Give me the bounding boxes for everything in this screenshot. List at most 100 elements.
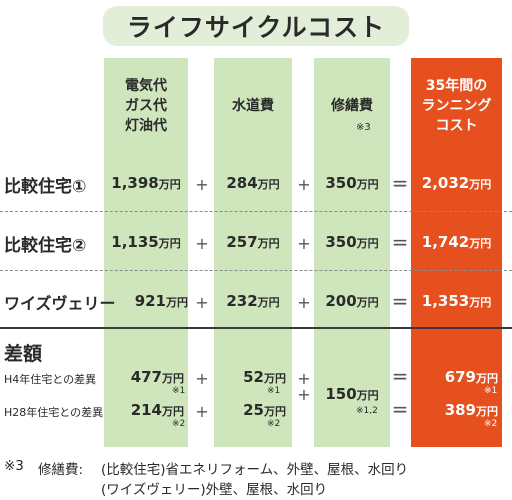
row3-total-value: 1,353万円 (411, 292, 502, 310)
value-unit: 万円 (476, 372, 498, 385)
value-number: 200 (325, 292, 357, 310)
plus-sign: + (195, 369, 209, 388)
value-number: 1,353 (421, 292, 470, 310)
footnote-label: 修繕費: (38, 462, 84, 478)
value-number: 257 (226, 233, 258, 251)
footnote-line2: (ワイズヴェリー)外壁、屋根、水回り (101, 482, 328, 498)
equals-sign: = (391, 230, 409, 254)
value-number: 477 (130, 368, 162, 386)
value-number: 150 (325, 385, 357, 403)
value-number: 214 (130, 401, 162, 419)
header-energy-line3: 灯油代 (125, 118, 167, 134)
row1-repair-value: 350万円 (314, 174, 390, 192)
value-number: 1,398 (111, 174, 159, 192)
diff-sublabel-h28: H28年住宅との差異 (4, 406, 104, 419)
diff-energy-h28-note: ※2 (172, 419, 186, 429)
header-total-line2: ランニング (421, 98, 492, 114)
row-label-comparison-2: 比較住宅② (4, 236, 87, 256)
row2-total-value: 1,742万円 (411, 233, 502, 251)
footnote-line1: (比較住宅)省エネリフォーム、外壁、屋根、水回り (101, 462, 409, 478)
value-unit: 万円 (257, 237, 280, 250)
header-total: 35年間の ランニング コスト (411, 58, 502, 154)
plus-sign: + (297, 175, 311, 194)
diff-repair-note: ※1,2 (356, 406, 378, 416)
plus-sign: + (297, 369, 311, 388)
row3-water-value: 232万円 (214, 292, 292, 310)
plus-sign: + (297, 293, 311, 312)
diff-energy-h4-note: ※1 (172, 386, 186, 396)
header-water-label: 水道費 (232, 98, 274, 114)
equals-sign: = (391, 364, 409, 388)
diff-sublabel-h4: H4年住宅との差異 (4, 373, 97, 386)
diff-total-h28-note: ※2 (484, 419, 498, 429)
diff-energy-h28-value: 214万円 (104, 401, 184, 419)
value-number: 1,742 (421, 233, 470, 251)
value-unit: 万円 (264, 372, 286, 385)
value-number: 389 (444, 401, 476, 419)
value-unit: 万円 (162, 372, 184, 385)
water-column-bg (214, 58, 292, 447)
diff-label: 差額 (4, 343, 43, 365)
value-unit: 万円 (469, 237, 492, 250)
value-number: 350 (325, 174, 357, 192)
value-number: 52 (243, 368, 264, 386)
plus-sign: + (297, 385, 311, 404)
row-separator (0, 211, 512, 212)
value-number: 232 (226, 292, 258, 310)
row3-energy-value: 921万円 (104, 292, 188, 310)
diff-water-h4-value: 52万円 (214, 368, 286, 386)
plus-sign: + (195, 234, 209, 253)
value-unit: 万円 (469, 296, 492, 309)
equals-sign: = (391, 171, 409, 195)
value-number: 2,032 (421, 174, 470, 192)
value-unit: 万円 (469, 178, 492, 191)
plus-sign: + (195, 175, 209, 194)
diff-repair-value: 150万円 (314, 385, 390, 403)
value-unit: 万円 (158, 178, 181, 191)
value-unit: 万円 (257, 178, 280, 191)
header-energy: 電気代 ガス代 灯油代 (104, 58, 188, 154)
header-total-line3: コスト (435, 118, 478, 134)
value-number: 284 (226, 174, 258, 192)
row2-water-value: 257万円 (214, 233, 292, 251)
value-unit: 万円 (162, 405, 184, 418)
header-energy-line2: ガス代 (125, 98, 167, 114)
row1-energy-value: 1,398万円 (104, 174, 188, 192)
footnote-mark: ※3 (4, 458, 24, 474)
value-unit: 万円 (166, 296, 188, 309)
row2-repair-value: 350万円 (314, 233, 390, 251)
value-unit: 万円 (356, 178, 379, 191)
value-unit: 万円 (356, 237, 379, 250)
value-number: 350 (325, 233, 357, 251)
row-label-comparison-1: 比較住宅① (4, 177, 87, 197)
row1-water-value: 284万円 (214, 174, 292, 192)
value-number: 921 (134, 292, 166, 310)
diff-total-h4-value: 679万円 (411, 368, 498, 386)
plus-sign: + (195, 402, 209, 421)
row1-total-value: 2,032万円 (411, 174, 502, 192)
value-unit: 万円 (158, 237, 181, 250)
row-separator (0, 270, 512, 271)
header-repair-note: ※3 (356, 122, 371, 133)
value-unit: 万円 (356, 389, 379, 402)
diff-water-h28-note: ※2 (267, 419, 281, 429)
diff-separator (0, 327, 512, 329)
row-label-ysvery: ワイズヴェリー (4, 294, 116, 313)
repair-column-bg (314, 58, 390, 447)
value-number: 25 (243, 401, 264, 419)
header-total-line1: 35年間の (425, 78, 488, 94)
header-water: 水道費 (214, 58, 292, 154)
value-unit: 万円 (264, 405, 286, 418)
diff-energy-h4-value: 477万円 (104, 368, 184, 386)
value-number: 679 (444, 368, 476, 386)
equals-sign: = (391, 289, 409, 313)
value-number: 1,135 (111, 233, 159, 251)
energy-column-bg (104, 58, 188, 447)
diff-total-h4-note: ※1 (484, 386, 498, 396)
value-unit: 万円 (257, 296, 280, 309)
row3-repair-value: 200万円 (314, 292, 390, 310)
equals-sign: = (391, 397, 409, 421)
header-repair: 修繕費 (314, 58, 390, 154)
total-column-bg (411, 58, 502, 447)
value-unit: 万円 (476, 405, 498, 418)
